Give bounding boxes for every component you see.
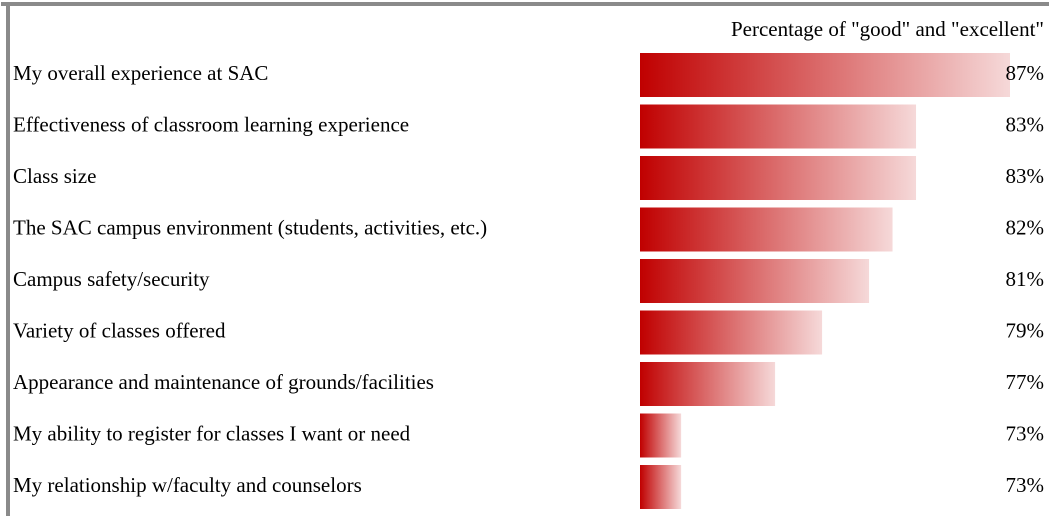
value-label: 79% — [1006, 318, 1045, 342]
bar — [640, 156, 917, 200]
value-label: 83% — [1006, 112, 1045, 136]
bar — [640, 104, 917, 149]
bar — [640, 465, 682, 509]
value-label: 87% — [1006, 61, 1045, 85]
category-label: The SAC campus environment (students, ac… — [13, 215, 487, 239]
value-label: 77% — [1006, 370, 1045, 394]
category-label: My ability to register for classes I wan… — [13, 421, 411, 445]
bar — [640, 259, 870, 303]
bar — [640, 53, 1010, 97]
bar — [640, 413, 682, 458]
bar — [640, 362, 776, 406]
value-label: 83% — [1006, 164, 1045, 188]
category-label: Class size — [13, 164, 96, 188]
category-label: My relationship w/faculty and counselors — [13, 473, 362, 497]
category-label: Appearance and maintenance of grounds/fa… — [13, 370, 434, 394]
value-label: 82% — [1006, 215, 1045, 239]
value-label: 73% — [1006, 473, 1045, 497]
bar — [640, 310, 823, 355]
value-label: 81% — [1006, 267, 1045, 291]
category-label: Effectiveness of classroom learning expe… — [13, 112, 409, 136]
chart-title: Percentage of "good" and "excellent" — [731, 17, 1044, 41]
category-label: Campus safety/security — [13, 267, 210, 291]
value-label: 73% — [1006, 421, 1045, 445]
category-label: My overall experience at SAC — [13, 61, 268, 85]
category-label: Variety of classes offered — [13, 318, 226, 342]
bar — [640, 207, 893, 252]
